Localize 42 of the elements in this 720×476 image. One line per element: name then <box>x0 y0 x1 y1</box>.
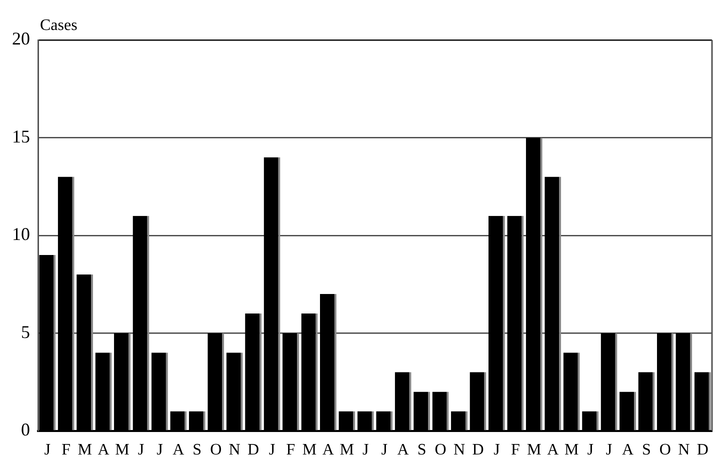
x-tick-label: D <box>248 442 260 459</box>
x-tick-label: S <box>642 442 651 459</box>
x-tick-label: N <box>453 442 466 459</box>
x-tick-label: A <box>322 442 334 459</box>
x-tick-label: F <box>286 442 296 459</box>
x-tick-label: M <box>564 442 579 459</box>
x-tick-label: M <box>340 442 354 459</box>
x-tick-label: D <box>472 442 484 459</box>
y-tick-label: 5 <box>21 322 30 342</box>
x-tick-label: O <box>210 442 222 459</box>
y-tick-label: 15 <box>12 126 30 146</box>
x-tick-label: J <box>587 442 594 459</box>
x-tick-label: D <box>696 442 708 459</box>
x-tick-label: N <box>228 442 241 459</box>
x-tick-label: N <box>678 442 690 459</box>
x-tick-label: J <box>606 442 612 459</box>
x-tick-label: O <box>434 442 446 459</box>
x-tick-label: J <box>44 442 50 459</box>
x-tick-label: F <box>62 442 71 459</box>
y-tick-label: 10 <box>12 224 30 244</box>
x-tick-label: J <box>381 442 388 459</box>
x-tick-label: F <box>510 442 520 459</box>
x-tick-label: O <box>659 442 671 459</box>
x-tick-label: M <box>527 442 542 459</box>
x-tick-label: S <box>417 442 426 459</box>
x-tick-label: J <box>362 442 369 459</box>
x-tick-label: A <box>547 442 560 459</box>
x-tick-label: J <box>268 442 276 459</box>
y-tick-label: 20 <box>12 28 30 49</box>
y-tick-label: 0 <box>21 420 30 440</box>
x-tick-label: S <box>192 442 202 459</box>
y-axis-title: Cases <box>40 17 78 34</box>
x-tick-label: J <box>156 442 163 459</box>
x-tick-label: M <box>302 442 317 459</box>
x-tick-label: A <box>622 442 634 459</box>
x-tick-label: J <box>494 442 500 459</box>
x-tick-label: A <box>397 442 410 459</box>
x-tick-label: M <box>78 442 92 459</box>
x-tick-label: A <box>98 442 110 459</box>
x-tick-label: M <box>115 442 130 459</box>
x-tick-label: J <box>138 442 144 459</box>
x-tick-label: A <box>172 442 185 459</box>
